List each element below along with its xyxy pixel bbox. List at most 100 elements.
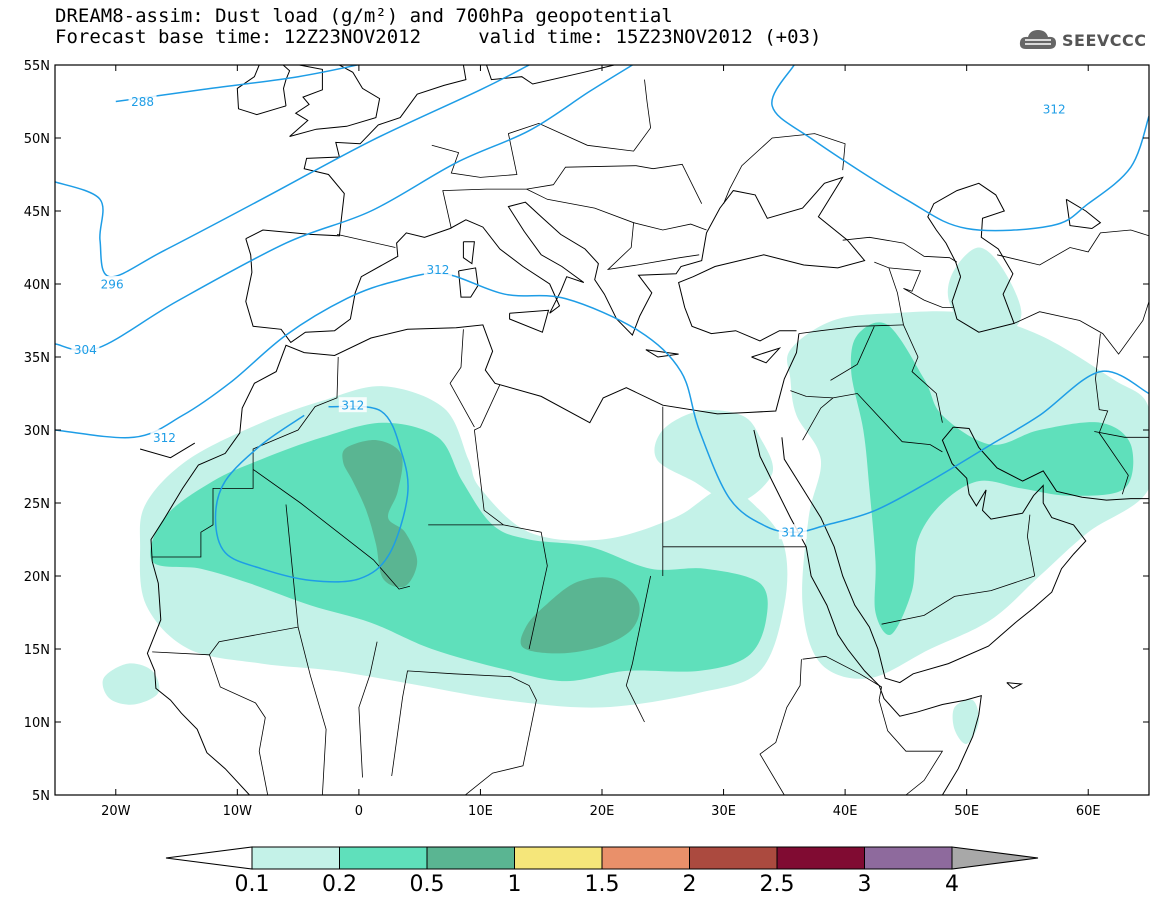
colorbar-label: 0.2 [322,872,357,897]
lon-tick-label: 50E [954,804,979,819]
colorbar-label: 2 [682,872,697,897]
contour-label: 304 [74,343,97,357]
border-chad-sudan [625,575,651,723]
lat-tick-label: 50N [24,132,50,147]
seevccc-logo: SEEVCCC [1018,27,1147,53]
cloud-icon [1019,30,1056,49]
colorbar-swatch [339,846,428,870]
coast-caspian [927,182,1015,333]
contour-label-bg [1040,100,1069,116]
island-socotra [1006,682,1024,690]
lat-tick-label: 5N [32,789,50,804]
border-iran-iraq [903,324,943,423]
border-europe-2 [442,163,703,229]
coast-west-africa [150,324,800,562]
lat-tick-label: 45N [24,205,50,220]
contour-312-main [55,272,1149,533]
border-caucasus [842,236,958,263]
lon-tick-label: 10W [223,804,253,819]
coast-great-britain [289,65,381,137]
colorbar-label: 3 [857,872,872,897]
contour-label: 312 [781,526,804,540]
dust-region-light-caspian [947,247,1022,336]
logo-text: SEEVCCC [1062,30,1147,50]
lon-tick-label: 0 [355,804,363,819]
lat-tick-label: 20N [24,570,50,585]
border-nigeria [391,670,537,795]
contour-296 [55,65,530,278]
map-title: DREAM8-assim: Dust load (g/m²) and 700hP… [55,5,673,27]
colorbar-label: 0.5 [409,872,445,897]
colorbar-label: 0.1 [234,872,270,897]
border-syria-iraq [830,326,875,381]
coast-iberia [245,176,866,344]
colorbar-swatch [514,846,603,870]
contour-label: 288 [131,95,154,109]
lat-tick-label: 25N [24,497,50,512]
border-turkey-east [874,261,904,325]
colorbar-swatch [601,846,690,870]
contour-label-bg [128,93,157,109]
colorbar-label: 4 [945,872,959,897]
border-saudi-north [802,393,943,453]
coast-atlantic-europe [245,65,467,240]
island-sardinia [458,267,479,298]
border-west-africa-1 [209,654,269,795]
coast-gulf-iran [953,426,1149,501]
contour-label-bg [71,341,100,357]
border-ethiopia [802,655,944,795]
lon-tick-label: 30E [711,804,736,819]
contour-label-bg [98,276,127,291]
dust-region-light-egypt [654,410,774,504]
border-algeria-tunisia [449,329,475,428]
colorbar-swatch [864,846,953,870]
dust-load-field [102,247,1149,745]
geopotential-contours: 288 296 304 312 312 312 312 312 [55,65,1149,583]
lat-tick-label: 40N [24,278,50,293]
lon-tick-label: 60E [1076,804,1101,819]
border-tunisia-libya [473,384,504,526]
dust-region-dark-algeria [342,440,418,588]
border-afghanistan [1094,431,1149,438]
border-west-africa-2 [297,627,327,795]
colorbar-swatch [776,846,865,870]
forecast-time-subtitle: Forecast base time: 12Z23NOV2012 valid t… [55,26,822,48]
colorbar-swatch [251,846,340,870]
border-algeria-mali [252,469,411,590]
colorbar [165,846,1039,870]
island-canaries [139,442,196,459]
border-europe-5 [633,222,707,231]
contour-label-bg [778,524,807,540]
lat-tick-label: 55N [24,59,50,74]
lon-tick-label: 10E [468,804,493,819]
colorbar-label: 1.5 [584,872,620,897]
border-niger [428,524,548,650]
lat-tick-label: 30N [24,424,50,439]
contour-label: 312 [153,431,176,445]
lat-tick-label: 35N [24,351,50,366]
colorbar-swatch [689,846,778,870]
map-axes: 20W 10W 0 10E 20E 30E 40E 50E 60E 55N 50N 45N 40N 35N… [24,59,1149,819]
colorbar-under-arrow [165,846,253,870]
border-west-africa-4 [152,651,210,656]
island-corsica [462,241,475,265]
border-turkey-south [798,324,904,334]
colorbar-over-arrow [951,846,1039,870]
contour-label-bg [150,429,179,445]
contour-label: 296 [101,278,124,292]
dust-region-dark-chad [520,577,640,654]
coast-baltic-north [486,65,633,85]
coast-red-sea-east [781,426,1087,684]
island-crete [645,349,679,358]
border-sudan-ethiopia [759,659,802,795]
dust-region-light-westafrica [102,663,160,705]
colorbar-label: 1 [507,872,522,897]
lat-tick-label: 10N [24,716,50,731]
border-yemen-saudi [881,575,1035,625]
island-cyprus [751,347,782,364]
lat-tick-label: 15N [24,643,50,658]
border-kazakh [997,229,1149,266]
contour-304 [55,65,633,352]
border-mauritania-west [152,463,254,558]
